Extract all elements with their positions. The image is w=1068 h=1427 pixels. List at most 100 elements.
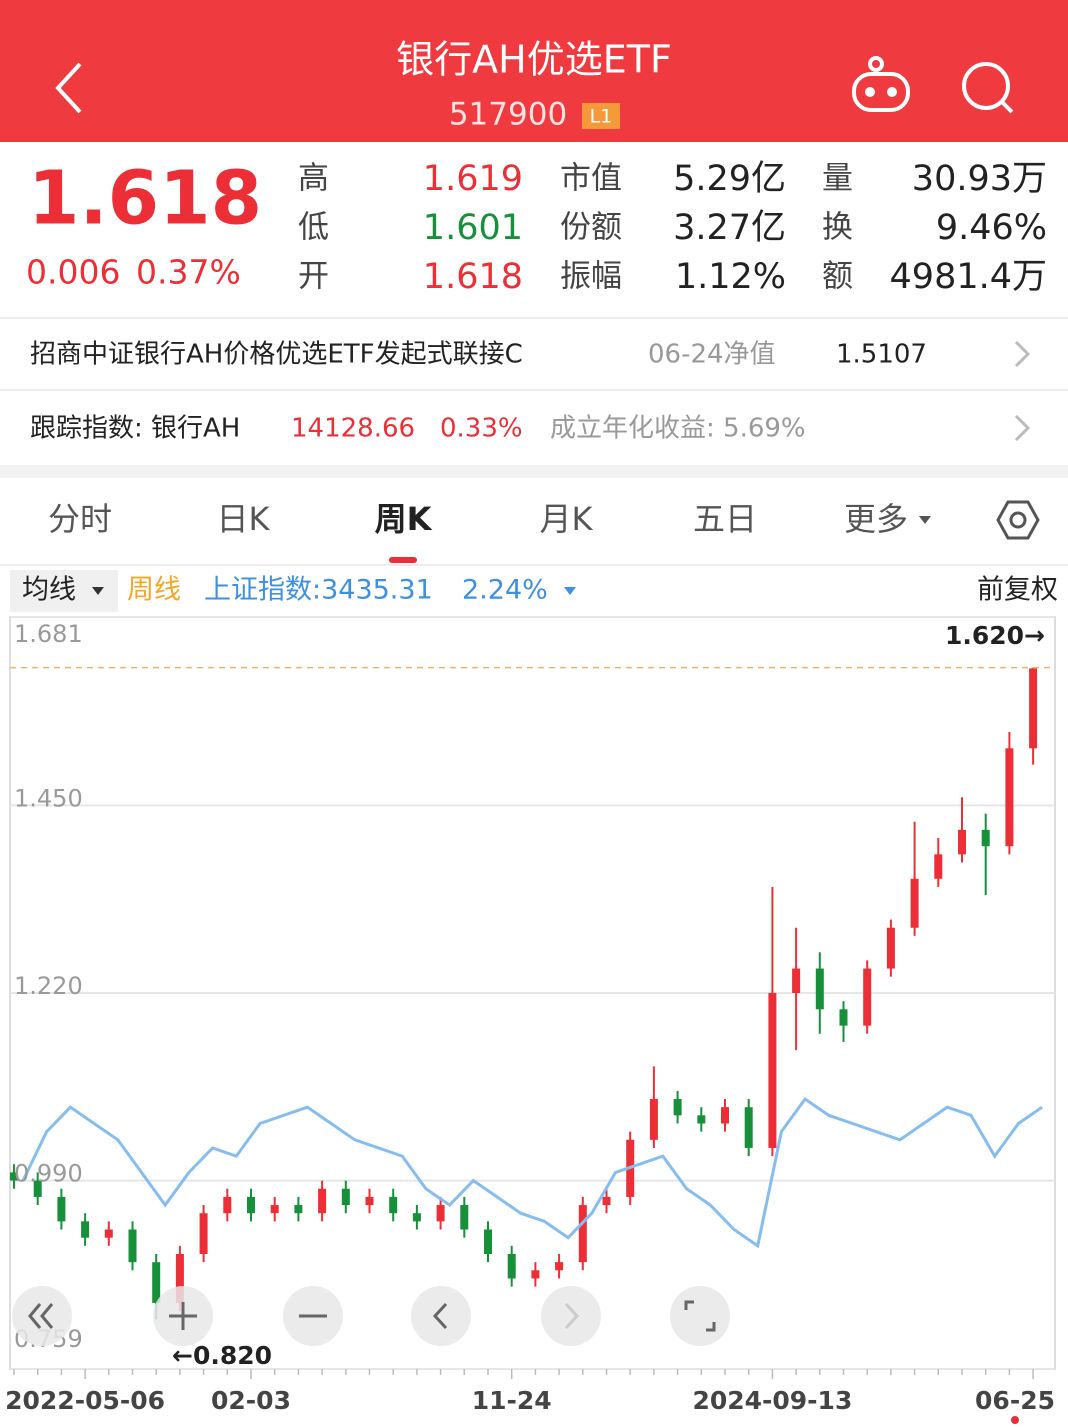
tab[interactable]: 日K [217,500,271,538]
x-tick-label: 06-25 [975,1386,1055,1415]
candle-body [981,829,990,847]
candle-body [175,1253,184,1303]
candle-body [199,1213,208,1254]
settings-button[interactable] [996,500,1040,540]
candle-body [389,1196,398,1214]
stat-label: 换 [822,210,853,246]
candle-body [602,1196,611,1206]
stat-value: 3.27亿 [673,208,786,248]
index-change: 0.33% [440,414,523,444]
tab[interactable]: 分时 [48,500,112,538]
tab[interactable]: 五日 [693,500,757,538]
tab[interactable]: 周K [375,500,433,538]
control-icon [169,1302,197,1330]
candle-body [934,854,943,879]
stat-label: 市值 [560,161,622,197]
candle-body [768,993,777,1148]
series-name: 周线 [127,575,181,606]
stat-value: 1.601 [423,208,523,248]
candle-body [1005,748,1014,847]
candle-body [649,1099,658,1140]
adjust[interactable]: 前复权 [977,575,1058,606]
candle-body [152,1262,161,1303]
candle-body [223,1196,232,1214]
change-pct: 0.37% [136,253,241,292]
candle-body [958,829,966,855]
max-label: 1.620→ [945,621,1045,650]
more-arrow[interactable] [919,516,931,524]
candle-body [863,968,872,1026]
candle-body [910,878,919,928]
stat-value: 1.619 [423,159,523,199]
header-bg [0,0,1068,142]
chevron[interactable] [1014,414,1031,442]
candle-body [57,1196,66,1222]
tab-indicator [389,557,417,563]
current-marker [1011,1416,1019,1424]
stat-label: 高 [298,161,329,197]
compare-change: 2.24% [462,575,548,606]
y-tick-label: 0.990 [14,1160,83,1188]
section-gap [0,465,1068,478]
chart-control[interactable] [541,1286,601,1346]
stat-value: 30.93万 [912,159,1047,199]
stat-value: 4981.4万 [890,257,1047,297]
stat-value: 9.46% [936,208,1047,248]
candle-body [744,1107,753,1148]
tab[interactable]: 月K [540,500,594,538]
badge: L1 [590,106,613,128]
fund-name[interactable]: 招商中证银行AH价格优选ETF发起式联接C [30,340,523,370]
tab[interactable]: 更多 [844,500,908,538]
title: 银行AH优选ETF [396,38,672,82]
stat-label: 量 [822,161,853,197]
annual-return: 成立年化收益: 5.69% [550,414,806,444]
candle-body [33,1180,42,1197]
candle-body [10,1172,18,1181]
candle-body [104,1229,113,1238]
candle-body [436,1205,445,1222]
x-tick-label: 2022-05-06 [5,1386,165,1415]
candle-body [247,1196,255,1214]
control-icon [684,1300,716,1332]
candle-body [341,1188,350,1206]
ma-select[interactable]: 均线 [22,575,76,606]
stat-value: 5.29亿 [673,159,786,199]
stats: 高 1.619 市值 5.29亿量 30.93万低 1.601 份额 3.27亿换 9.46% 开… [298,159,1047,297]
control-icon [432,1302,448,1330]
control-icon [28,1303,54,1329]
candle-body [531,1270,540,1279]
nav-date: 06-24净值 [648,340,776,370]
candle-body [792,968,801,993]
candle-body [412,1213,421,1222]
candle-body [128,1229,137,1263]
x-tick-label: 02-03 [211,1386,291,1415]
change: 0.006 [26,253,120,292]
candle-body [815,968,824,1010]
robot-button[interactable] [852,56,910,112]
compare-index-line [21,1096,1043,1249]
chart-control[interactable] [411,1286,471,1346]
stat-label: 份额 [560,210,622,246]
ma-arrow[interactable] [92,587,104,595]
index-label[interactable]: 跟踪指数: 银行AH [30,414,240,444]
y-tick-label: 1.220 [14,972,83,1000]
back-button[interactable] [55,62,82,114]
chart-control[interactable] [670,1286,730,1346]
stat-label: 开 [298,259,329,295]
candle-body [1029,668,1038,749]
y-tick-label: 1.681 [14,620,83,648]
index-value: 14128.66 [291,414,415,444]
stat-label: 振幅 [560,259,622,295]
compare-index[interactable]: 上证指数:3435.31 [204,575,433,606]
min-label: ←0.820 [172,1341,272,1370]
chevron[interactable] [1014,340,1031,368]
compare-arrow[interactable] [564,587,576,595]
candle-body [484,1229,492,1254]
candle-body [886,927,895,969]
candle-body [578,1205,587,1263]
search-button[interactable] [962,62,1014,114]
stat-label: 低 [298,210,329,246]
kline-chart: 0.7590.9901.2201.4501.6811.620→←0.820202… [5,616,1056,1424]
